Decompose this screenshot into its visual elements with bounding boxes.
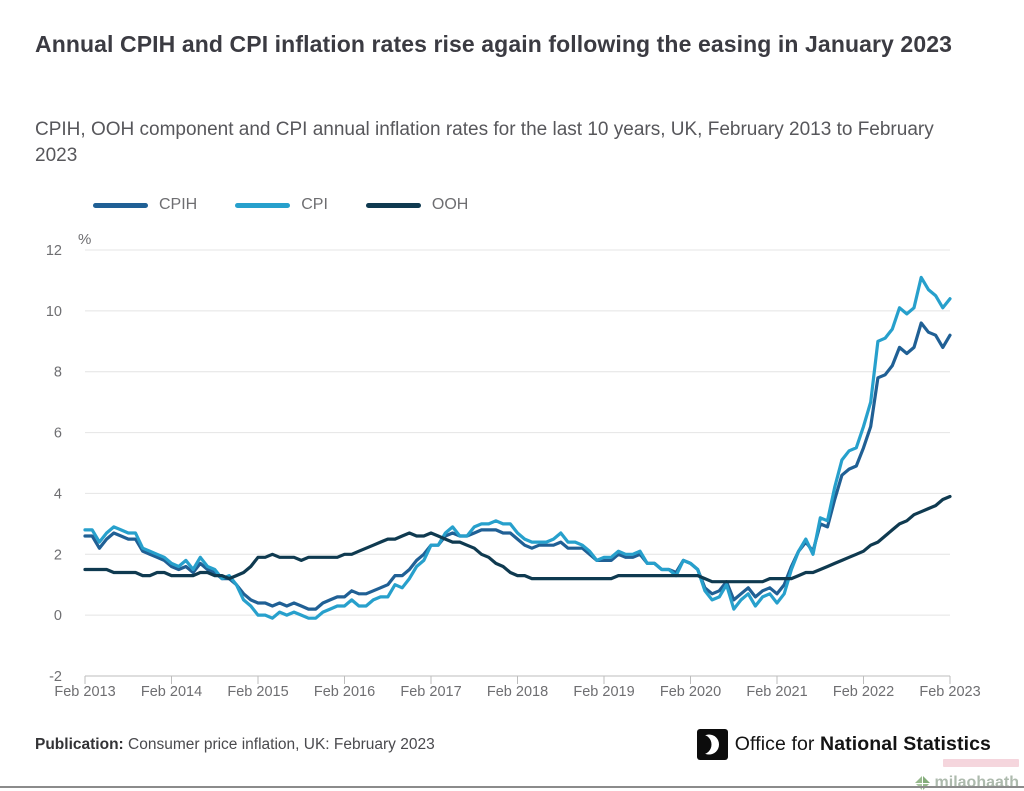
y-tick-label: 12 — [46, 243, 62, 259]
x-tick-label: Feb 2021 — [746, 684, 807, 700]
publication-label: Publication: — [35, 736, 124, 753]
y-tick-label: 10 — [46, 304, 62, 320]
x-tick-label: Feb 2013 — [54, 684, 115, 700]
legend-label-cpi: CPI — [301, 196, 328, 213]
x-tick-label: Feb 2014 — [141, 684, 202, 700]
legend-label-cpih: CPIH — [159, 196, 198, 213]
y-tick-label: 6 — [54, 426, 62, 442]
ons-wordmark-bold: National Statistics — [820, 733, 991, 755]
x-tick-label: Feb 2022 — [833, 684, 894, 700]
inflation-line-chart: 12 10 8 6 4 2 0 -2% Feb 2013 Feb 2014 Feb 2015 Feb … — [46, 231, 981, 700]
x-tick-label: Feb 2019 — [573, 684, 634, 700]
watermark-row: milaohaath — [899, 773, 1019, 791]
x-tick-label: Feb 2018 — [487, 684, 548, 700]
y-tick-label: 4 — [54, 486, 62, 502]
page-title: Annual CPIH and CPI inflation rates rise… — [35, 31, 953, 57]
y-tick-label: -2 — [49, 669, 62, 685]
legend-swatch-cpih — [93, 202, 148, 208]
chart-subtitle: CPIH, OOH component and CPI annual infla… — [35, 119, 934, 166]
series-line-ooh — [83, 494, 952, 584]
legend-label-ooh: OOH — [431, 196, 469, 213]
ons-wordmark: Office for National Statistics — [735, 733, 991, 756]
x-tick-label: Feb 2020 — [660, 684, 721, 700]
bottom-divider — [0, 786, 1024, 788]
x-tick-label: Feb 2015 — [227, 684, 288, 700]
legend-swatch-cpi — [235, 202, 291, 208]
x-tick-label: Feb 2017 — [400, 684, 461, 700]
watermark-leaf-icon — [914, 776, 930, 790]
y-tick-label: 2 — [54, 547, 62, 563]
legend-swatch-ooh — [365, 202, 421, 208]
ons-logo-icon — [696, 729, 728, 760]
publication-note: Publication: Consumer price inflation, U… — [35, 736, 435, 754]
legend-item-cpih: CPIH — [93, 196, 197, 214]
x-tick-label: Feb 2023 — [919, 684, 980, 700]
ons-wordmark-regular: Office for — [734, 733, 821, 755]
y-axis-unit-label: % — [78, 231, 91, 248]
series-line-cpih — [83, 321, 952, 611]
legend-item-ooh: OOH — [365, 196, 469, 214]
watermark-banner-decoration — [943, 759, 1019, 767]
legend-item-cpi: CPI — [235, 196, 328, 214]
y-tick-label: 0 — [54, 608, 62, 624]
chart-legend: CPIH CPI OOH — [93, 196, 468, 214]
series-line-cpi — [83, 275, 952, 620]
y-tick-label: 8 — [54, 365, 62, 381]
publication-text: Consumer price inflation, UK: February 2… — [128, 736, 435, 753]
watermark-text: milaohaath — [934, 773, 1019, 791]
x-tick-label: Feb 2016 — [314, 684, 375, 700]
ons-logo-lockup: Office for National Statistics — [696, 729, 991, 760]
